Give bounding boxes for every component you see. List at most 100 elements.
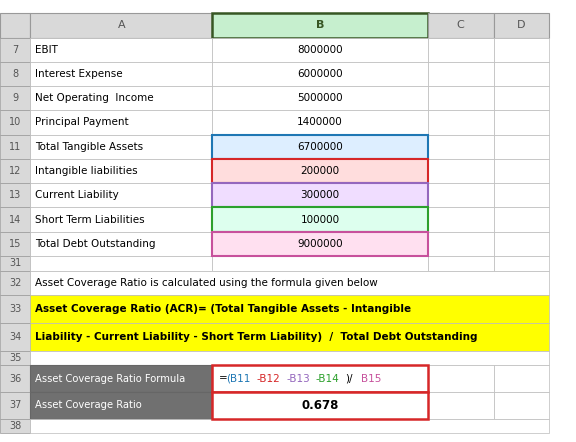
Text: =: = [219,373,228,384]
Text: 35: 35 [9,353,21,363]
Text: Net Operating  Income: Net Operating Income [35,93,153,103]
Bar [31,38,213,62]
Text: Principal Payment: Principal Payment [35,118,128,127]
Bar [213,183,427,207]
Text: 8: 8 [12,69,18,79]
Bar [213,159,427,183]
Text: 15: 15 [9,239,21,249]
Bar [494,207,549,232]
Bar [0,38,31,62]
Bar [0,13,31,38]
Bar [427,110,494,135]
Bar [0,392,31,419]
Bar [213,38,427,62]
Bar [494,365,549,392]
Text: 8000000: 8000000 [297,45,343,55]
Text: 12: 12 [9,166,21,176]
Bar [0,365,31,392]
Bar [427,38,494,62]
Bar [213,110,427,135]
Bar [0,207,31,232]
Bar [0,419,31,433]
Text: (B11: (B11 [226,373,251,384]
Text: 100000: 100000 [301,214,340,225]
Bar [213,365,427,392]
Text: 6000000: 6000000 [297,69,343,79]
Bar [427,207,494,232]
Text: 0.678: 0.678 [301,399,339,412]
Bar [427,183,494,207]
Bar [494,13,549,38]
Text: Current Liability: Current Liability [35,191,119,200]
Text: Total Debt Outstanding: Total Debt Outstanding [35,239,156,249]
Text: 31: 31 [9,258,21,268]
Text: -B12: -B12 [256,373,280,384]
Text: 9000000: 9000000 [297,239,343,249]
Bar [213,256,427,271]
Text: 14: 14 [9,214,21,225]
Text: 36: 36 [9,373,21,384]
Bar [427,86,494,110]
Text: 1400000: 1400000 [297,118,343,127]
Bar [494,62,549,86]
Text: Asset Coverage Ratio (ACR)= (Total Tangible Assets - Intangible: Asset Coverage Ratio (ACR)= (Total Tangi… [35,304,411,314]
Text: Asset Coverage Ratio Formula: Asset Coverage Ratio Formula [35,373,185,384]
Text: A: A [118,20,125,30]
Bar [427,62,494,86]
Bar [31,159,213,183]
Bar [0,232,31,256]
Text: Interest Expense: Interest Expense [35,69,122,79]
Text: 37: 37 [9,400,21,410]
Text: 7: 7 [12,45,18,55]
Bar [0,271,31,295]
Bar [427,365,494,392]
Bar [427,135,494,159]
Bar [494,86,549,110]
Bar [494,256,549,271]
Bar [31,110,213,135]
Text: 5000000: 5000000 [297,93,343,103]
Bar [494,159,549,183]
Bar [31,295,549,323]
Text: 9: 9 [12,93,18,103]
Text: Asset Coverage Ratio is calculated using the formula given below: Asset Coverage Ratio is calculated using… [35,278,377,288]
Text: C: C [457,20,465,30]
Bar [31,256,213,271]
Bar [31,86,213,110]
Bar [494,232,549,256]
Text: 11: 11 [9,142,21,152]
Text: 32: 32 [9,278,21,288]
Bar [213,207,427,232]
Bar [31,351,549,365]
Bar [31,365,213,392]
Text: -B14: -B14 [316,373,340,384]
Bar [31,62,213,86]
Text: 200000: 200000 [301,166,340,176]
Bar [0,351,31,365]
Bar [31,232,213,256]
Bar [0,256,31,271]
Bar [0,62,31,86]
Text: 13: 13 [9,191,21,200]
Bar [0,86,31,110]
Bar [213,86,427,110]
Text: 10: 10 [9,118,21,127]
Text: 300000: 300000 [301,191,340,200]
Bar [213,135,427,159]
Bar [494,392,549,419]
Bar [31,419,549,433]
Text: 38: 38 [9,421,21,431]
Bar [31,183,213,207]
Bar [31,207,213,232]
Bar [213,13,427,38]
Bar [213,392,427,419]
Text: Asset Coverage Ratio: Asset Coverage Ratio [35,400,142,410]
Bar [427,13,494,38]
Bar [0,323,31,351]
Bar [0,295,31,323]
Text: Liability - Current Liability - Short Term Liability)  /  Total Debt Outstanding: Liability - Current Liability - Short Te… [35,332,478,342]
Bar [427,256,494,271]
Bar [31,392,213,419]
Bar [427,232,494,256]
Text: 34: 34 [9,332,21,342]
